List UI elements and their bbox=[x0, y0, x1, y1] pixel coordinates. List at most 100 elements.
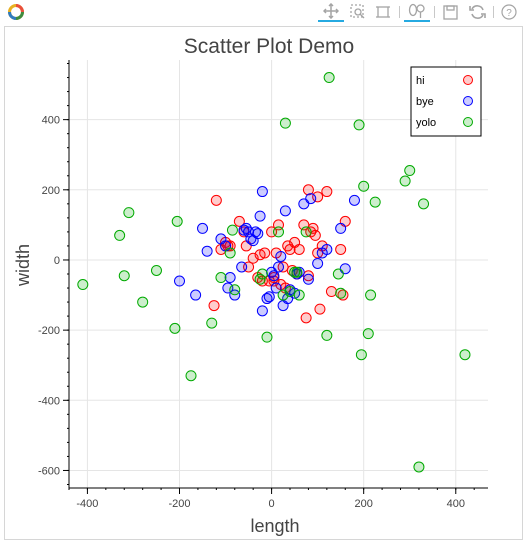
data-point-bye bbox=[256, 305, 268, 317]
data-point-bye bbox=[321, 243, 333, 255]
data-point-yolo bbox=[273, 226, 284, 238]
x-axis-label: length bbox=[250, 516, 299, 536]
data-point-yolo bbox=[261, 331, 273, 343]
data-point-yolo bbox=[413, 461, 425, 473]
y-tick-label: -200 bbox=[38, 325, 60, 337]
data-point-hi bbox=[302, 184, 314, 196]
data-point-bye bbox=[222, 282, 234, 294]
data-point-yolo bbox=[123, 207, 135, 219]
data-point-yolo bbox=[256, 268, 268, 280]
data-point-hi bbox=[312, 191, 324, 203]
data-point-bye bbox=[312, 257, 324, 269]
data-point-yolo bbox=[77, 279, 89, 291]
data-point-yolo bbox=[137, 296, 149, 308]
toolbar-divider bbox=[493, 6, 494, 18]
reset-icon[interactable] bbox=[466, 2, 488, 22]
data-point-bye bbox=[224, 272, 236, 284]
data-point-yolo bbox=[229, 284, 241, 296]
data-point-bye bbox=[252, 228, 264, 240]
data-point-yolo bbox=[369, 196, 381, 208]
data-point-yolo bbox=[254, 273, 266, 285]
y-axis-label: width bbox=[13, 244, 33, 287]
data-point-yolo bbox=[353, 119, 365, 131]
toolbar-divider bbox=[434, 6, 435, 18]
legend-label: hi bbox=[416, 75, 425, 87]
legend: hi bye yolo bbox=[410, 66, 482, 137]
data-point-yolo bbox=[185, 370, 197, 382]
y-tick-label: 0 bbox=[54, 255, 60, 267]
plot-frame: Scatter Plot Demo length width -400 -200 0… bbox=[4, 26, 523, 540]
x-tick-label: 200 bbox=[355, 498, 373, 510]
data-point-yolo bbox=[215, 272, 227, 284]
data-point-bye bbox=[275, 250, 287, 262]
data-point-hi bbox=[208, 300, 220, 312]
data-point-hi bbox=[300, 312, 312, 324]
svg-text:?: ? bbox=[506, 8, 512, 19]
y-tick-label: -400 bbox=[38, 395, 60, 407]
data-point-yolo bbox=[171, 215, 183, 227]
data-point-bye bbox=[197, 222, 209, 234]
data-point-bye bbox=[302, 273, 314, 285]
data-point-yolo bbox=[365, 289, 377, 301]
save-icon[interactable] bbox=[440, 2, 460, 22]
help-icon[interactable]: ? bbox=[499, 2, 519, 22]
data-point-bye bbox=[190, 289, 202, 301]
box-zoom-icon[interactable] bbox=[347, 2, 369, 22]
toolbar: ? bbox=[0, 0, 528, 26]
data-point-bye bbox=[256, 186, 268, 198]
data-point-yolo bbox=[321, 329, 333, 341]
data-point-hi bbox=[293, 243, 305, 255]
data-point-yolo bbox=[293, 289, 305, 301]
data-point-bye bbox=[348, 194, 360, 206]
lasso-select-icon[interactable] bbox=[404, 2, 430, 22]
x-tick-label: 0 bbox=[269, 498, 275, 510]
y-tick-label: -600 bbox=[38, 465, 60, 477]
data-point-yolo bbox=[358, 180, 370, 192]
data-point-yolo bbox=[206, 317, 218, 329]
data-point-bye bbox=[279, 205, 291, 217]
x-tick-label: 400 bbox=[447, 498, 465, 510]
data-point-yolo bbox=[114, 229, 126, 241]
legend-label: yolo bbox=[416, 117, 436, 129]
data-point-hi bbox=[309, 229, 321, 241]
chart-title: Scatter Plot Demo bbox=[184, 35, 354, 58]
data-point-bye bbox=[174, 275, 186, 287]
legend-box bbox=[410, 66, 482, 137]
toolbar-divider bbox=[399, 6, 400, 18]
legend-label: bye bbox=[416, 96, 434, 108]
data-point-bye bbox=[273, 261, 284, 273]
data-point-hi bbox=[259, 247, 271, 259]
data-point-yolo bbox=[150, 264, 162, 276]
data-point-yolo bbox=[323, 72, 335, 84]
data-point-yolo bbox=[300, 226, 312, 238]
data-point-yolo bbox=[418, 198, 430, 210]
y-tick-label: 200 bbox=[42, 185, 60, 197]
data-point-yolo bbox=[279, 117, 291, 129]
legend-marker bbox=[463, 96, 473, 106]
data-point-yolo bbox=[399, 175, 411, 187]
data-points bbox=[77, 72, 471, 473]
data-point-yolo bbox=[355, 349, 367, 361]
data-point-bye bbox=[254, 210, 266, 222]
grid bbox=[69, 60, 488, 488]
data-point-hi bbox=[325, 286, 337, 298]
data-point-hi bbox=[210, 194, 222, 206]
data-point-yolo bbox=[291, 266, 303, 278]
bokeh-logo-icon[interactable] bbox=[6, 2, 26, 22]
data-point-hi bbox=[321, 186, 333, 198]
reset-selection-icon[interactable] bbox=[372, 2, 394, 22]
data-point-yolo bbox=[335, 287, 347, 299]
axes: -400 -200 0 200 400 -600 -400 -200 0 200 400 bbox=[38, 60, 488, 510]
data-point-hi bbox=[233, 215, 245, 227]
x-tick-label: -200 bbox=[168, 498, 190, 510]
pan-icon[interactable] bbox=[318, 2, 344, 22]
data-point-bye bbox=[236, 261, 248, 273]
data-point-hi bbox=[335, 243, 347, 255]
data-point-yolo bbox=[224, 247, 236, 259]
data-point-bye bbox=[335, 222, 347, 234]
data-point-yolo bbox=[362, 328, 374, 340]
legend-marker bbox=[463, 117, 473, 127]
y-tick-label: 400 bbox=[42, 115, 60, 127]
data-point-bye bbox=[270, 282, 282, 294]
scatter-plot[interactable]: Scatter Plot Demo length width -400 -200 0… bbox=[5, 27, 522, 539]
